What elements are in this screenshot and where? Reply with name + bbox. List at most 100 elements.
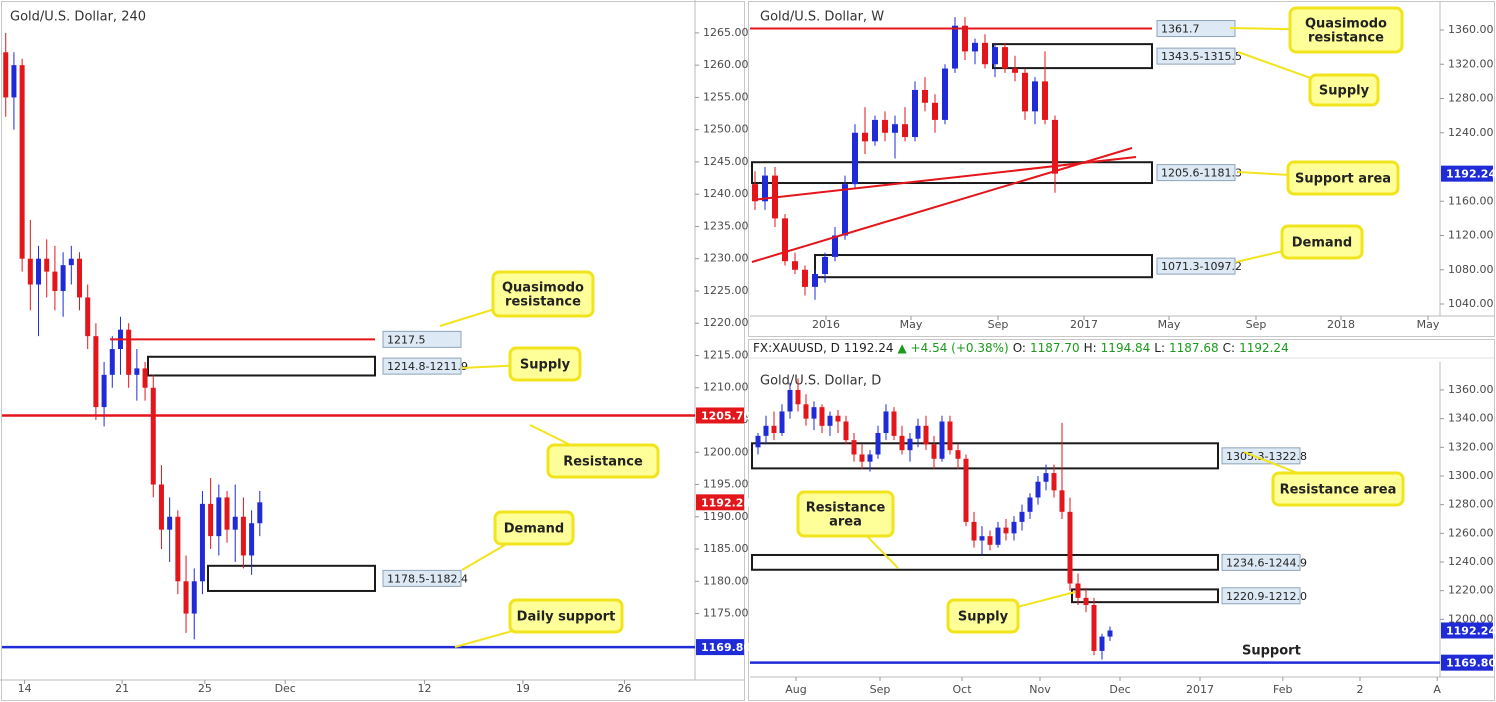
level-box-label: 1234.6-1244.9 <box>1226 556 1307 569</box>
callout-text: Quasimodo <box>502 281 584 296</box>
y-tick-label: 1160.00 <box>1448 194 1494 207</box>
trend-line <box>751 147 1133 263</box>
candle-body <box>752 184 758 202</box>
candle-body <box>1059 490 1065 512</box>
y-tick-label: 1225.00 <box>703 284 749 297</box>
candle-body <box>763 425 769 436</box>
info-item: 1192.24 <box>1239 341 1289 355</box>
level-box-label: 1178.5-1182.4 <box>387 572 468 585</box>
callout-text: area <box>829 515 862 530</box>
zone <box>1071 588 1219 604</box>
candle-body <box>1051 473 1057 491</box>
candle-body <box>167 516 173 530</box>
candle-body <box>962 25 968 52</box>
y-tick-label: 1265.00 <box>703 26 749 39</box>
candle-body <box>101 374 107 408</box>
x-tick-label: 25 <box>198 682 212 695</box>
candle-body <box>859 454 865 462</box>
x-tick-label: Sep <box>988 318 1009 331</box>
level-box-label: 1343.5-1315.5 <box>1161 50 1242 63</box>
candle-body <box>812 274 818 287</box>
level-label: 1205.70 <box>701 409 751 422</box>
callout-box <box>1288 6 1404 54</box>
candle-body <box>1002 47 1008 69</box>
candle-body <box>183 581 189 614</box>
y-tick-label: 1200.00 <box>703 445 749 458</box>
candle-body <box>932 102 938 120</box>
candle-body <box>755 435 761 448</box>
x-tick-label: Feb <box>1273 683 1292 696</box>
candle-body <box>923 425 929 445</box>
candle-body <box>52 271 58 291</box>
chart-title: Gold/U.S. Dollar, D <box>760 374 881 389</box>
candle-body <box>867 454 873 462</box>
candle-body <box>811 407 817 419</box>
candle-body <box>972 42 978 52</box>
candle-body <box>1019 511 1025 522</box>
candle-body <box>883 411 889 433</box>
level-box <box>1156 164 1236 182</box>
candle-body <box>771 425 777 433</box>
candle-body <box>240 516 246 556</box>
y-tick-label: 1250.00 <box>703 123 749 136</box>
candle-body <box>1032 81 1038 112</box>
candle-body <box>224 497 230 530</box>
callout-box <box>491 270 595 318</box>
y-tick-label: 1240.00 <box>703 187 749 200</box>
y-tick-label: 1235.00 <box>703 219 749 232</box>
callout-text: Daily support <box>517 610 616 625</box>
candle-body <box>971 521 977 541</box>
candle-body <box>44 258 50 272</box>
x-tick-label: Aug <box>785 683 806 696</box>
trend-lines <box>751 147 1137 263</box>
y-tick-label: 1255.00 <box>703 90 749 103</box>
last-price-label: 1192.24 <box>1446 168 1496 181</box>
candle-body <box>199 503 205 582</box>
level-box <box>1221 553 1301 571</box>
info-item: O: <box>1013 341 1026 355</box>
y-tick-label: 1190.00 <box>703 510 749 523</box>
y-tick-label: 1180.00 <box>703 574 749 587</box>
level-box <box>1156 257 1236 275</box>
candle-body <box>843 421 849 441</box>
x-tick-label: Sep <box>1246 318 1267 331</box>
y-tick-label: 1320.00 <box>1448 57 1494 70</box>
candle-body <box>1027 497 1033 512</box>
candle-body <box>257 502 263 524</box>
y-tick-label: 1040.00 <box>1448 297 1494 310</box>
candle-body <box>191 581 197 614</box>
chart: Gold/U.S. Dollar, 240 1175.00 1180.00 1185.… <box>0 0 751 695</box>
candle-body <box>158 484 164 530</box>
level-box-label: 1220.9-1212.0 <box>1226 590 1307 603</box>
candle-body <box>982 42 988 65</box>
candle-body <box>1042 81 1048 120</box>
info-item: 1187.70 <box>1030 341 1080 355</box>
trend-line <box>751 156 1137 201</box>
candle-body <box>922 89 928 103</box>
candle-body <box>1043 473 1049 482</box>
callout-text: Supply <box>958 610 1009 625</box>
callout-box <box>946 598 1020 634</box>
info-item: C: <box>1223 341 1235 355</box>
last-price-tag <box>1441 622 1493 639</box>
x-tick-label: 2017 <box>1186 683 1214 696</box>
panel-frame <box>1 1 745 701</box>
level-box <box>1156 47 1236 65</box>
level-box <box>382 330 462 348</box>
candle-body <box>963 458 969 522</box>
callout-box <box>1308 73 1380 107</box>
level-label: 1169.80 <box>701 641 751 654</box>
x-tick-label: 12 <box>418 682 432 695</box>
callout-text: Resistance area <box>1280 483 1397 498</box>
callout-text: Quasimodo <box>1305 17 1387 32</box>
y-tick-label: 1215.00 <box>703 348 749 361</box>
x-tick-label: 2017 <box>1070 318 1098 331</box>
y-tick-label: 1245.00 <box>703 155 749 168</box>
candle-body <box>3 52 9 98</box>
y-tick-label: 1300.00 <box>1448 469 1494 482</box>
candle-body <box>782 218 788 262</box>
candle-body <box>891 411 897 436</box>
zone <box>751 553 1219 571</box>
level-box-label: 1361.7 <box>1161 23 1200 36</box>
